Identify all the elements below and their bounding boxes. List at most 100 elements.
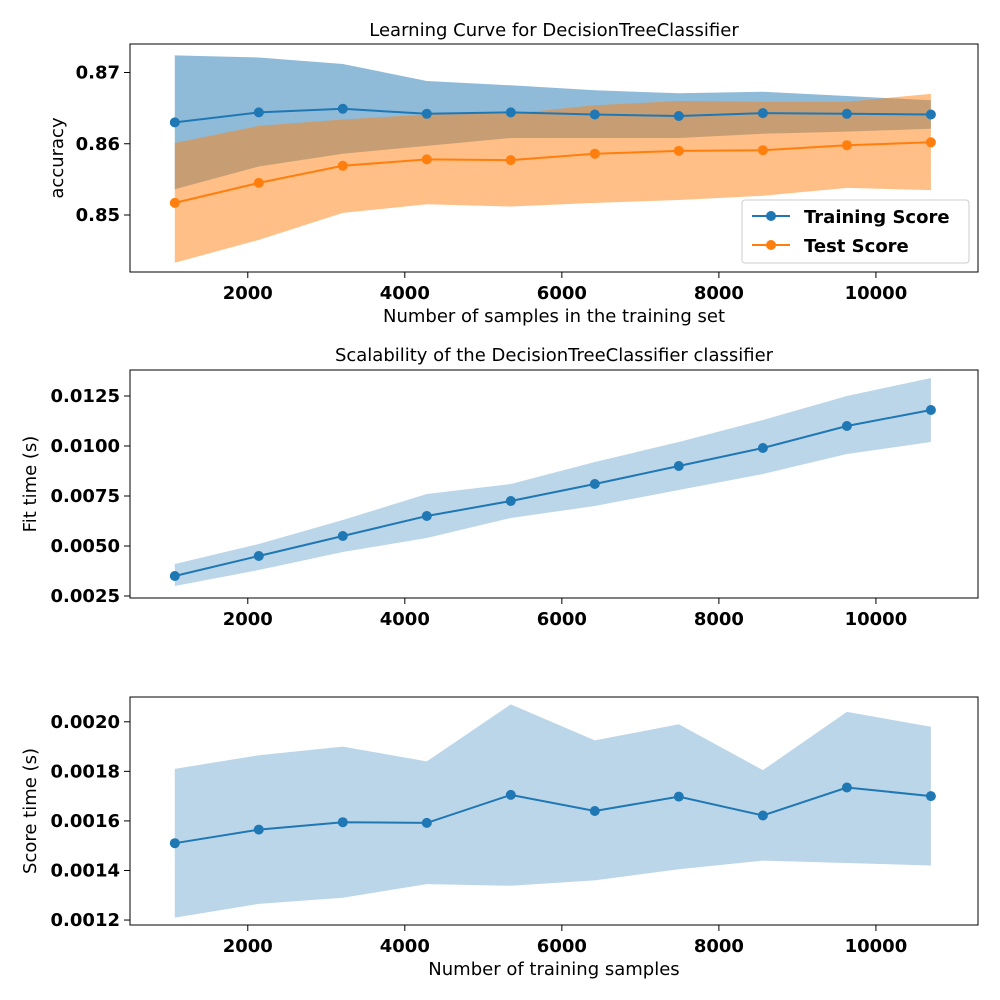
learning-curve-x-tick-label-2: 6000 xyxy=(537,283,587,304)
learning-curve-point-0-8 xyxy=(841,108,852,119)
learning-curve-series-line-1 xyxy=(174,141,931,204)
learning-curve-point-0-5 xyxy=(589,109,600,120)
score-time-y-tick-label-0: 0.0012 xyxy=(51,910,120,931)
fit-time-series-line-0 xyxy=(174,409,932,577)
learning-curve-point-0-7 xyxy=(757,108,768,119)
learning-curve-y-tick-label-0: 0.85 xyxy=(76,205,120,226)
score-time-series-line-0 xyxy=(174,786,932,845)
fit-time-point-0-6 xyxy=(673,461,684,471)
learning-curve-markers xyxy=(169,103,936,208)
learning-curve-point-1-3 xyxy=(421,154,432,165)
learning-curve-point-1-7 xyxy=(757,145,768,156)
legend-frame xyxy=(741,199,970,264)
learning-curve-title: Learning Curve for DecisionTreeClassifie… xyxy=(369,20,739,41)
score-time-y-tick-label-4: 0.0020 xyxy=(51,712,120,733)
fit-time-band-0 xyxy=(174,378,931,586)
learning-curve-point-1-1 xyxy=(253,177,264,188)
score-time-bands xyxy=(174,704,931,918)
legend-entry-training-score: Training Score xyxy=(752,207,950,228)
learning-curve-point-0-6 xyxy=(673,111,684,121)
score-time-y-tick-label-2: 0.0016 xyxy=(51,811,120,832)
score-time-y-ticks: 0.0012 0.0014 0.0016 0.0018 0.0020 xyxy=(51,712,130,931)
fit-time-y-axis-label: Fit time (s) xyxy=(20,436,41,533)
fit-time-point-0-5 xyxy=(589,479,600,489)
fit-time-y-tick-label-3: 0.0100 xyxy=(51,436,120,457)
learning-curve-point-1-9 xyxy=(925,137,936,148)
score-time-point-0-2 xyxy=(337,817,348,828)
score-time-plot-frame xyxy=(129,696,979,926)
score-time-point-0-5 xyxy=(589,806,600,816)
score-time-point-0-9 xyxy=(925,791,936,802)
learning-curve-y-ticks: 0.85 0.86 0.87 xyxy=(76,63,130,226)
fit-time-point-0-7 xyxy=(757,443,768,453)
legend-training-score-marker xyxy=(766,211,776,221)
score-time-point-0-4 xyxy=(505,789,516,800)
fit-time-lines xyxy=(174,409,932,577)
fit-time-y-tick-label-1: 0.0050 xyxy=(51,536,120,557)
learning-curve-point-0-1 xyxy=(253,107,264,118)
fit-time-y-ticks: 0.0025 0.0050 0.0075 0.0100 0.0125 xyxy=(51,386,130,607)
score-time-x-tick-label-0: 2000 xyxy=(223,936,273,957)
learning-curve-point-0-3 xyxy=(421,108,432,119)
fit-time-point-0-2 xyxy=(337,531,348,541)
learning-curve-bands xyxy=(174,55,931,263)
learning-curve-y-tick-label-1: 0.86 xyxy=(76,134,120,155)
fit-time-point-0-1 xyxy=(253,551,264,561)
fit-time-y-tick-label-4: 0.0125 xyxy=(51,386,120,407)
learning-curve-panel: Learning Curve for DecisionTreeClassifie… xyxy=(47,20,979,327)
fit-time-x-tick-label-3: 8000 xyxy=(694,609,744,630)
score-time-x-tick-label-3: 8000 xyxy=(694,936,744,957)
learning-curve-point-1-6 xyxy=(673,145,684,156)
score-time-point-0-3 xyxy=(421,817,432,828)
legend-test-score-marker xyxy=(766,240,776,250)
score-time-lines xyxy=(174,786,932,845)
fit-time-y-tick-label-2: 0.0075 xyxy=(51,486,120,507)
score-time-x-tick-label-2: 6000 xyxy=(537,936,587,957)
score-time-point-0-8 xyxy=(841,782,852,793)
learning-curve-point-1-4 xyxy=(505,155,516,166)
score-time-band-0 xyxy=(174,704,931,918)
learning-curve-point-0-2 xyxy=(337,103,348,114)
fit-time-point-0-9 xyxy=(925,405,936,415)
learning-curve-x-tick-label-3: 8000 xyxy=(694,283,744,304)
learning-curve-point-1-0 xyxy=(169,197,180,208)
learning-curve-point-1-5 xyxy=(589,148,600,159)
learning-curve-lines xyxy=(174,107,931,204)
learning-curve-x-ticks: 2000 4000 6000 8000 10000 xyxy=(223,272,908,304)
learning-curve-point-1-8 xyxy=(841,140,852,151)
fit-time-markers xyxy=(169,405,936,581)
score-time-panel: 2000 4000 6000 8000 10000 0.0012 0.0014 0.0016… xyxy=(20,696,979,980)
fit-time-plot-frame xyxy=(129,369,979,599)
fit-time-x-tick-label-0: 2000 xyxy=(223,609,273,630)
fit-time-x-tick-label-2: 6000 xyxy=(537,609,587,630)
legend-test-score-label: Test Score xyxy=(804,236,909,257)
legend-entry-test-score: Test Score xyxy=(752,236,909,257)
score-time-x-axis-label: Number of training samples xyxy=(428,959,679,980)
fit-time-point-0-3 xyxy=(421,511,432,521)
learning-curve-band-1 xyxy=(174,93,931,263)
score-time-point-0-0 xyxy=(169,838,180,849)
score-time-markers xyxy=(169,782,936,849)
learning-curve-x-tick-label-4: 10000 xyxy=(845,283,908,304)
score-time-x-tick-label-4: 10000 xyxy=(845,936,908,957)
legend-training-score-label: Training Score xyxy=(804,207,950,228)
learning-curve-plot-frame xyxy=(129,43,979,273)
score-time-point-0-1 xyxy=(253,824,264,835)
learning-curve-x-axis-label: Number of samples in the training set xyxy=(383,306,725,327)
score-time-y-tick-label-1: 0.0014 xyxy=(51,860,120,881)
learning-curve-point-0-9 xyxy=(925,109,936,120)
score-time-y-tick-label-3: 0.0018 xyxy=(51,761,120,782)
score-time-point-0-7 xyxy=(757,810,768,821)
fit-time-x-tick-label-4: 10000 xyxy=(845,609,908,630)
learning-curve-point-0-0 xyxy=(169,117,180,128)
fit-time-bands xyxy=(174,378,931,586)
fit-time-point-0-4 xyxy=(505,496,516,506)
score-time-y-axis-label: Score time (s) xyxy=(20,748,41,874)
fit-time-point-0-8 xyxy=(841,421,852,431)
learning-curve-y-tick-label-2: 0.87 xyxy=(76,63,120,84)
fit-time-x-tick-label-1: 4000 xyxy=(380,609,430,630)
learning-curve-point-0-4 xyxy=(505,107,516,118)
score-time-x-ticks: 2000 4000 6000 8000 10000 xyxy=(223,925,908,957)
fit-time-y-tick-label-0: 0.0025 xyxy=(51,586,120,607)
